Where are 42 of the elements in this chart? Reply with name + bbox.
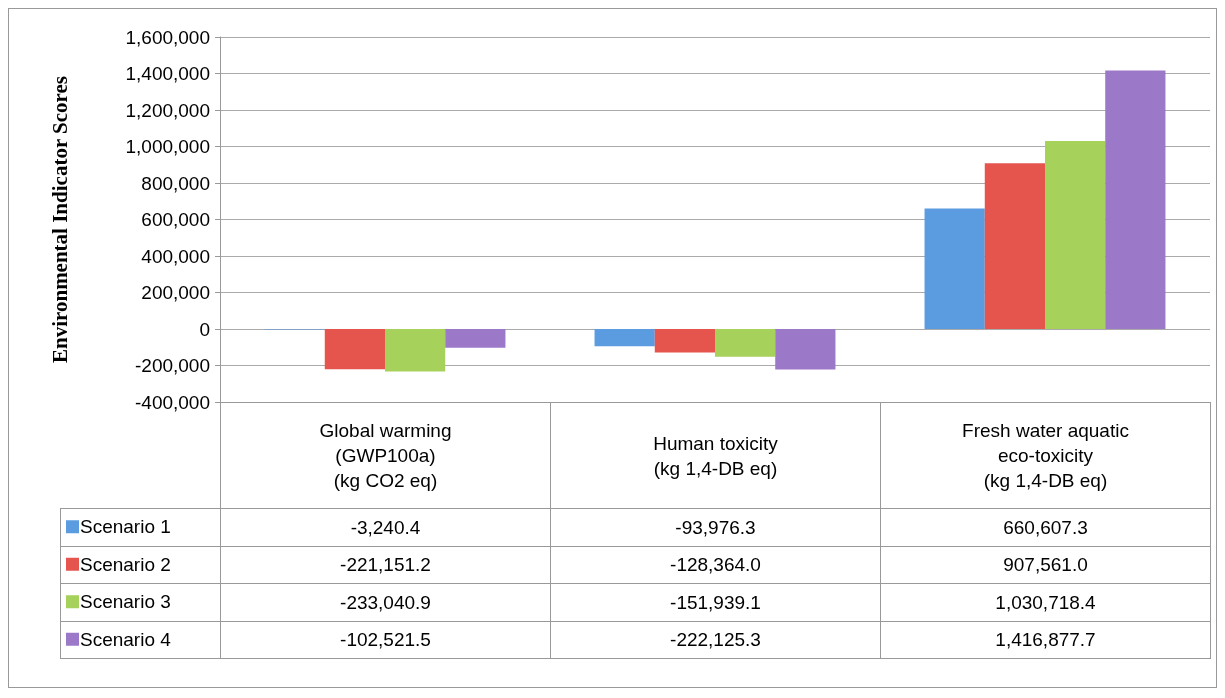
bar — [385, 329, 446, 372]
data-label: 1,416,877.7 — [880, 620, 1211, 659]
data-label: -222,125.3 — [550, 620, 881, 659]
x-tick-label: Human toxicity (kg 1,4-DB eq) — [550, 402, 881, 509]
bar — [1045, 140, 1106, 329]
data-label: 907,561.0 — [880, 545, 1211, 584]
y-tick-label: 1,600,000 — [125, 26, 210, 48]
data-label: -128,364.0 — [550, 545, 881, 584]
data-label: 1,030,718.4 — [880, 583, 1211, 622]
y-tick-label: 1,200,000 — [125, 99, 210, 121]
y-tick-label: -400,000 — [134, 391, 210, 413]
bar — [324, 329, 385, 370]
y-tick-label: 200,000 — [141, 282, 210, 303]
bar — [775, 329, 836, 370]
bar — [654, 329, 715, 353]
bar — [594, 329, 655, 347]
legend-label: Scenario 2 — [80, 553, 171, 575]
data-label: -151,939.1 — [550, 583, 881, 622]
bar — [715, 329, 776, 357]
y-tick-label: 1,000,000 — [125, 136, 210, 157]
data-label: -221,151.2 — [220, 545, 551, 584]
data-label: -102,521.5 — [220, 620, 551, 659]
y-tick-label: 400,000 — [141, 245, 210, 267]
y-tick-label: -200,000 — [134, 355, 210, 376]
legend-label: Scenario 4 — [80, 628, 172, 650]
y-tick-label: 800,000 — [141, 172, 210, 194]
y-tick-label: 0 — [199, 318, 210, 340]
bar — [445, 329, 506, 348]
x-tick-label: Global warming (GWP100a) (kg CO2 eq) — [220, 402, 551, 509]
y-axis-title: Environmental Indicator Scores — [47, 75, 72, 364]
x-tick-label: Fresh water aquatic eco-toxicity (kg 1,4-DB eq) — [880, 402, 1211, 509]
bar — [924, 208, 985, 329]
y-tick-label: 1,400,000 — [125, 63, 210, 84]
data-label: -93,976.3 — [550, 508, 881, 547]
data-label: 660,607.3 — [880, 508, 1211, 547]
legend-label: Scenario 3 — [80, 591, 171, 613]
legend-label: Scenario 1 — [80, 516, 171, 538]
y-tick-label: 600,000 — [141, 209, 210, 230]
data-label: -233,040.9 — [220, 583, 551, 622]
bar — [984, 163, 1045, 329]
bar — [1105, 70, 1166, 329]
data-label: -3,240.4 — [220, 508, 551, 547]
